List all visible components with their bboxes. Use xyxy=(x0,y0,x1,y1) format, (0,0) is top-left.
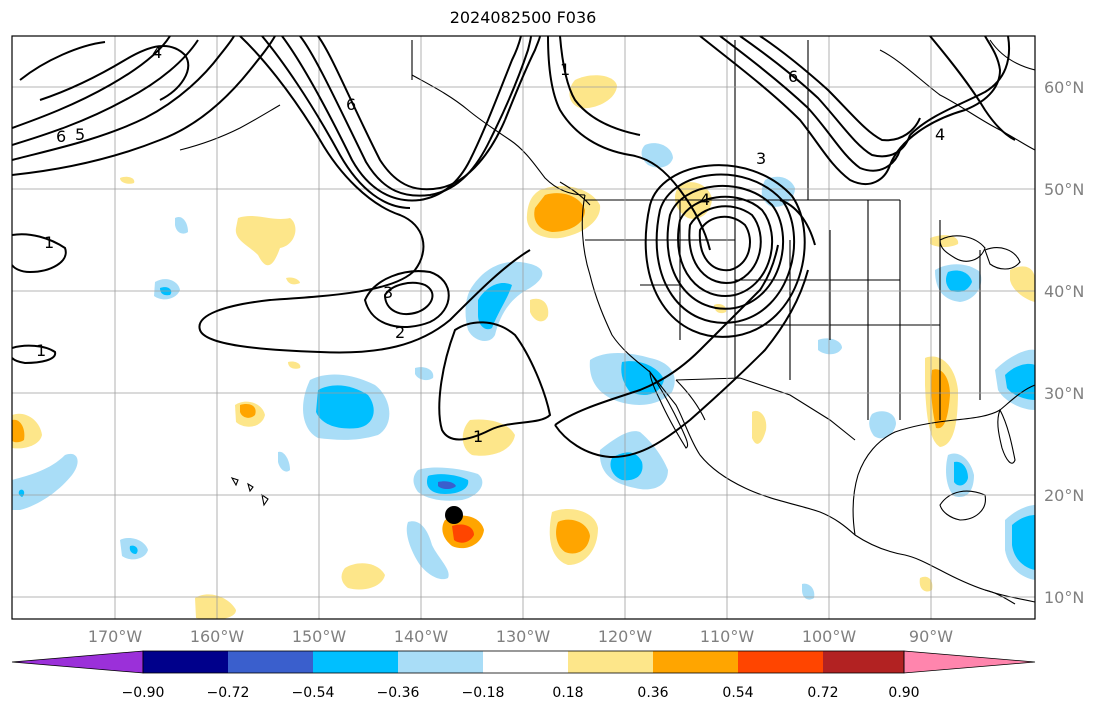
contour-label: 4 xyxy=(935,125,945,144)
storm-center-marker xyxy=(445,506,463,524)
colorbar-tick: −0.36 xyxy=(377,685,420,701)
map-frame xyxy=(11,35,1036,620)
contour-label: 6 xyxy=(788,67,798,86)
colorbar-tick: −0.18 xyxy=(462,685,505,701)
colorbar-segment xyxy=(143,651,228,673)
map-title: 2024082500 F036 xyxy=(449,8,597,27)
colorbar-tick: 0.72 xyxy=(807,685,838,701)
contour-label: 4 xyxy=(700,190,710,209)
graticule xyxy=(12,36,1035,619)
lat-label: 60°N xyxy=(1044,78,1084,97)
lon-label: 120°W xyxy=(598,627,653,646)
contour-label: 1 xyxy=(36,341,46,360)
colorbar-segment xyxy=(653,651,738,673)
colorbar-frame xyxy=(142,650,905,674)
colorbar-segment xyxy=(568,651,653,673)
contour-label: 3 xyxy=(383,283,393,302)
lat-label: 20°N xyxy=(1044,486,1084,505)
colorbar-segment xyxy=(738,651,823,673)
contour-label: 5 xyxy=(75,125,85,144)
contour-label: 6 xyxy=(346,95,356,114)
lat-label: 10°N xyxy=(1044,588,1084,607)
colorbar-tick: −0.54 xyxy=(292,685,335,701)
lat-label: 40°N xyxy=(1044,282,1084,301)
colorbar-tick: −0.90 xyxy=(122,685,165,701)
colorbar-left-extension xyxy=(11,650,144,674)
latitude-labels: 60°N 50°N 40°N 30°N 20°N 10°N xyxy=(1044,78,1084,607)
colorbar-tick: 0.90 xyxy=(888,685,919,701)
lon-label: 110°W xyxy=(700,627,755,646)
contour-label-group: 1 1 1 2 3 3 4 4 4 5 6 6 6 1 xyxy=(36,43,945,446)
colorbar-tick: 0.18 xyxy=(552,685,583,701)
colorbar xyxy=(11,650,1036,674)
contour-label: 6 xyxy=(56,127,66,146)
lat-label: 50°N xyxy=(1044,180,1084,199)
colorbar-segment xyxy=(228,651,313,673)
colorbar-segment xyxy=(823,651,904,673)
colorbar-segment xyxy=(313,651,398,673)
longitude-labels: 170°W 160°W 150°W 140°W 130°W 120°W 110°… xyxy=(88,627,953,646)
lon-label: 130°W xyxy=(496,627,551,646)
contour-label: 1 xyxy=(560,60,570,79)
colorbar-right-extension xyxy=(903,650,1036,674)
colorbar-segment xyxy=(483,651,568,673)
contour-label: 4 xyxy=(152,43,162,62)
contour-label: 1 xyxy=(473,427,483,446)
lon-label: 170°W xyxy=(88,627,143,646)
lon-label: 160°W xyxy=(190,627,245,646)
contour-lines xyxy=(12,36,1016,459)
colorbar-segment xyxy=(398,651,483,673)
colorbar-tick: 0.36 xyxy=(637,685,668,701)
lat-label: 30°N xyxy=(1044,384,1084,403)
lon-label: 150°W xyxy=(292,627,347,646)
lon-label: 100°W xyxy=(802,627,857,646)
lon-label: 140°W xyxy=(394,627,449,646)
shaded-anomaly-regions xyxy=(12,75,1035,619)
contour-label: 2 xyxy=(395,323,405,342)
colorbar-tick-labels: −0.90 −0.72 −0.54 −0.36 −0.18 0.18 0.36 … xyxy=(122,685,920,701)
colorbar-tick: −0.72 xyxy=(207,685,250,701)
colorbar-tick: 0.54 xyxy=(722,685,753,701)
contour-label: 1 xyxy=(44,233,54,252)
contour-label: 3 xyxy=(756,149,766,168)
lon-label: 90°W xyxy=(909,627,953,646)
